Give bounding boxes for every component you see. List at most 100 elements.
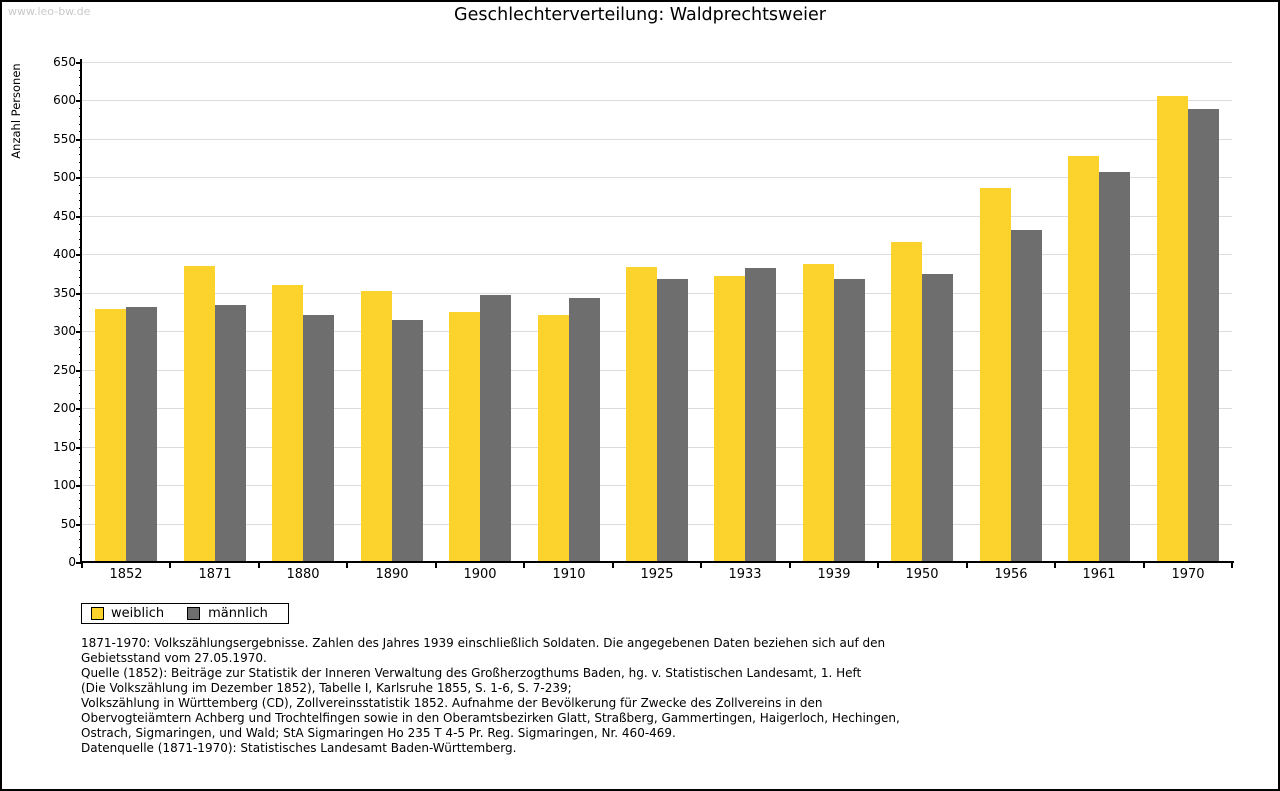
gridline-550	[82, 138, 1232, 140]
y-minor-tick-380	[79, 270, 82, 271]
x-tick-label-1956: 1956	[994, 567, 1028, 582]
y-tick-250	[76, 370, 82, 372]
y-minor-tick-70	[79, 508, 82, 509]
x-tick-label-1871: 1871	[198, 567, 232, 582]
bar-männlich-1925	[657, 279, 688, 562]
y-minor-tick-520	[79, 162, 82, 163]
bar-weiblich-1852	[95, 309, 126, 562]
x-tick-13	[1231, 563, 1233, 568]
y-minor-tick-390	[79, 262, 82, 263]
bar-männlich-1871	[215, 305, 246, 562]
y-minor-tick-290	[79, 339, 82, 340]
x-tick-label-1939: 1939	[817, 567, 851, 582]
bar-männlich-1961	[1099, 172, 1130, 562]
x-tick-label-1970: 1970	[1171, 567, 1205, 582]
y-axis-line	[80, 59, 82, 563]
x-tick-12	[1143, 563, 1145, 568]
x-tick-0	[81, 563, 83, 568]
y-tick-300	[76, 331, 82, 333]
y-tick-600	[76, 100, 82, 102]
y-minor-tick-90	[79, 493, 82, 494]
y-minor-tick-20	[79, 547, 82, 548]
y-minor-tick-230	[79, 385, 82, 386]
x-tick-label-1933: 1933	[728, 567, 762, 582]
x-tick-4	[435, 563, 437, 568]
x-tick-label-1890: 1890	[375, 567, 409, 582]
x-tick-6	[612, 563, 614, 568]
bar-männlich-1880	[303, 315, 334, 562]
x-tick-label-1925: 1925	[640, 567, 674, 582]
y-tick-0	[76, 562, 82, 564]
y-tick-550	[76, 139, 82, 141]
y-tick-label-50: 50	[60, 517, 76, 531]
y-tick-label-600: 600	[53, 93, 76, 107]
y-minor-tick-480	[79, 193, 82, 194]
x-tick-3	[346, 563, 348, 568]
x-tick-10	[966, 563, 968, 568]
x-tick-8	[789, 563, 791, 568]
y-minor-tick-490	[79, 185, 82, 186]
y-tick-350	[76, 293, 82, 295]
y-minor-tick-340	[79, 300, 82, 301]
footnote-line-7: Ostrach, Sigmaringen, und Wald; StA Sigm…	[81, 726, 676, 740]
x-tick-2	[258, 563, 260, 568]
y-minor-tick-310	[79, 324, 82, 325]
y-minor-tick-570	[79, 124, 82, 125]
y-minor-tick-430	[79, 231, 82, 232]
y-minor-tick-30	[79, 539, 82, 540]
bar-männlich-1956	[1011, 230, 1042, 562]
x-tick-label-1852: 1852	[109, 567, 143, 582]
x-tick-1	[169, 563, 171, 568]
y-tick-label-250: 250	[53, 363, 76, 377]
bar-männlich-1890	[392, 320, 423, 562]
y-tick-label-300: 300	[53, 324, 76, 338]
y-tick-label-550: 550	[53, 132, 76, 146]
y-minor-tick-620	[79, 85, 82, 86]
y-tick-label-400: 400	[53, 247, 76, 261]
y-tick-label-450: 450	[53, 209, 76, 223]
y-minor-tick-640	[79, 70, 82, 71]
y-minor-tick-470	[79, 200, 82, 201]
y-minor-tick-590	[79, 108, 82, 109]
footnote-line-3: Quelle (1852): Beiträge zur Statistik de…	[81, 666, 862, 680]
y-minor-tick-540	[79, 147, 82, 148]
bar-männlich-1900	[480, 295, 511, 562]
y-minor-tick-130	[79, 462, 82, 463]
gridline-450	[82, 215, 1232, 217]
gridline-400	[82, 254, 1232, 256]
y-tick-label-0: 0	[68, 555, 76, 569]
bar-weiblich-1961	[1068, 156, 1099, 562]
bar-weiblich-1910	[538, 315, 569, 562]
y-minor-tick-40	[79, 531, 82, 532]
y-tick-50	[76, 524, 82, 526]
x-tick-5	[523, 563, 525, 568]
bar-männlich-1970	[1188, 109, 1219, 562]
bar-männlich-1910	[569, 298, 600, 562]
y-tick-label-650: 650	[53, 55, 76, 69]
footnote-line-5: Volkszählung in Württemberg (CD), Zollve…	[81, 696, 823, 710]
bar-männlich-1950	[922, 274, 953, 562]
x-tick-label-1961: 1961	[1082, 567, 1116, 582]
y-minor-tick-110	[79, 477, 82, 478]
x-tick-11	[1054, 563, 1056, 568]
y-minor-tick-420	[79, 239, 82, 240]
legend-swatch-maennlich	[187, 607, 201, 620]
y-minor-tick-560	[79, 131, 82, 132]
watermark: www.leo-bw.de	[8, 5, 91, 18]
bar-weiblich-1950	[891, 242, 922, 562]
footnote-line-4: (Die Volkszählung im Dezember 1852), Tab…	[81, 681, 572, 695]
y-minor-tick-410	[79, 247, 82, 248]
y-tick-label-150: 150	[53, 440, 76, 454]
y-tick-400	[76, 254, 82, 256]
y-minor-tick-510	[79, 170, 82, 171]
y-tick-150	[76, 447, 82, 449]
legend-label-maennlich: männlich	[208, 606, 268, 621]
bar-weiblich-1970	[1157, 96, 1188, 562]
bar-weiblich-1939	[803, 264, 834, 562]
bar-männlich-1852	[126, 307, 157, 562]
bar-weiblich-1925	[626, 267, 657, 562]
x-tick-label-1950: 1950	[905, 567, 939, 582]
y-tick-200	[76, 408, 82, 410]
y-minor-tick-260	[79, 362, 82, 363]
bar-männlich-1933	[745, 268, 776, 562]
